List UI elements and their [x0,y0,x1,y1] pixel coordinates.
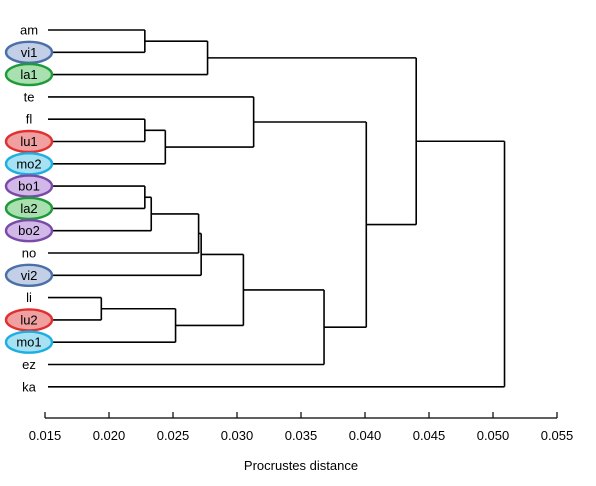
leaf-ellipse [4,152,54,176]
merge-c7 [48,196,153,232]
leaf-la1: la1 [4,62,54,87]
leaf-bo1: bo1 [4,174,54,198]
merge-c1 [48,29,146,54]
leaf-bo2: bo2 [4,218,54,243]
merge-c15 [207,57,418,226]
merge-c5 [48,96,255,148]
leaf-ellipse [4,218,54,243]
merge-c14 [253,121,368,329]
x-tick-label: 0.040 [349,428,382,443]
leaf-label: lu1 [20,134,37,149]
leaf-label: vi2 [21,268,38,283]
x-tick-label: 0.020 [93,428,126,443]
leaf-ellipse [4,40,54,64]
leaf-label: vi1 [21,45,38,60]
leaf-ellipse [4,174,54,198]
leaf-lu1: lu1 [4,129,54,154]
leaf-vi2: vi2 [4,263,54,287]
x-tick-label: 0.035 [285,428,318,443]
leaf-ka: ka [22,379,37,394]
leaf-label: mo1 [16,335,41,350]
merge-c8 [48,213,200,254]
x-axis: 0.015 0.020 0.025 0.030 0.035 0.040 0.045 0.050… [29,412,574,443]
leaf-fl: fl [26,112,33,127]
leaf-ellipse [4,129,54,154]
leaf-ellipse [4,308,54,332]
merge-c11 [48,307,177,344]
merge-c16 [48,140,506,388]
leaf-mo2: mo2 [4,152,54,176]
leaf-am: am [20,23,38,38]
leaf-label: lu2 [20,312,37,327]
leaf-label: ka [22,379,37,394]
leaf-no: no [22,246,36,261]
leaf-ellipse [4,263,54,287]
x-tick-label: 0.030 [221,428,254,443]
merge-c12 [175,253,245,327]
leaf-li: li [26,290,32,305]
leaf-label: ez [22,357,36,372]
leaf-label: bo2 [18,223,40,238]
leaf-label: fl [26,112,33,127]
leaf-labels: am vi1 la1 te fl lu1 mo2 bo1 la2 bo2 no vi2 li lu2 mo1… [4,23,54,394]
leaf-lu2: lu2 [4,308,54,332]
merge-c3 [48,118,146,143]
leaf-label: no [22,246,36,261]
leaf-label: la1 [20,67,37,82]
x-tick-label: 0.015 [29,428,62,443]
leaf-label: te [24,89,35,104]
x-tick-label: 0.025 [157,428,190,443]
leaf-label: mo2 [16,156,41,171]
leaf-la2: la2 [4,196,54,221]
leaf-label: li [26,290,32,305]
leaf-label: bo1 [18,179,40,194]
dendrogram-branches [48,29,506,388]
x-tick-label: 0.045 [413,428,446,443]
leaf-ellipse [4,330,54,354]
leaf-ellipse [4,196,54,221]
merge-c13 [48,289,325,366]
leaf-vi1: vi1 [4,40,54,64]
x-tick-label: 0.055 [541,428,574,443]
leaf-ellipse [4,62,54,87]
leaf-te: te [24,89,35,104]
leaf-ez: ez [22,357,36,372]
merge-c9 [48,232,202,277]
x-axis-ticks: 0.015 0.020 0.025 0.030 0.035 0.040 0.045 0.050… [29,412,574,443]
leaf-mo1: mo1 [4,330,54,354]
x-tick-label: 0.050 [477,428,510,443]
leaf-label: la2 [20,201,37,216]
merge-c6 [48,185,146,210]
leaf-label: am [20,23,38,38]
merge-c10 [48,296,103,321]
x-axis-title: Procrustes distance [244,458,358,473]
merge-c2 [48,40,209,76]
merge-c4 [48,129,167,165]
